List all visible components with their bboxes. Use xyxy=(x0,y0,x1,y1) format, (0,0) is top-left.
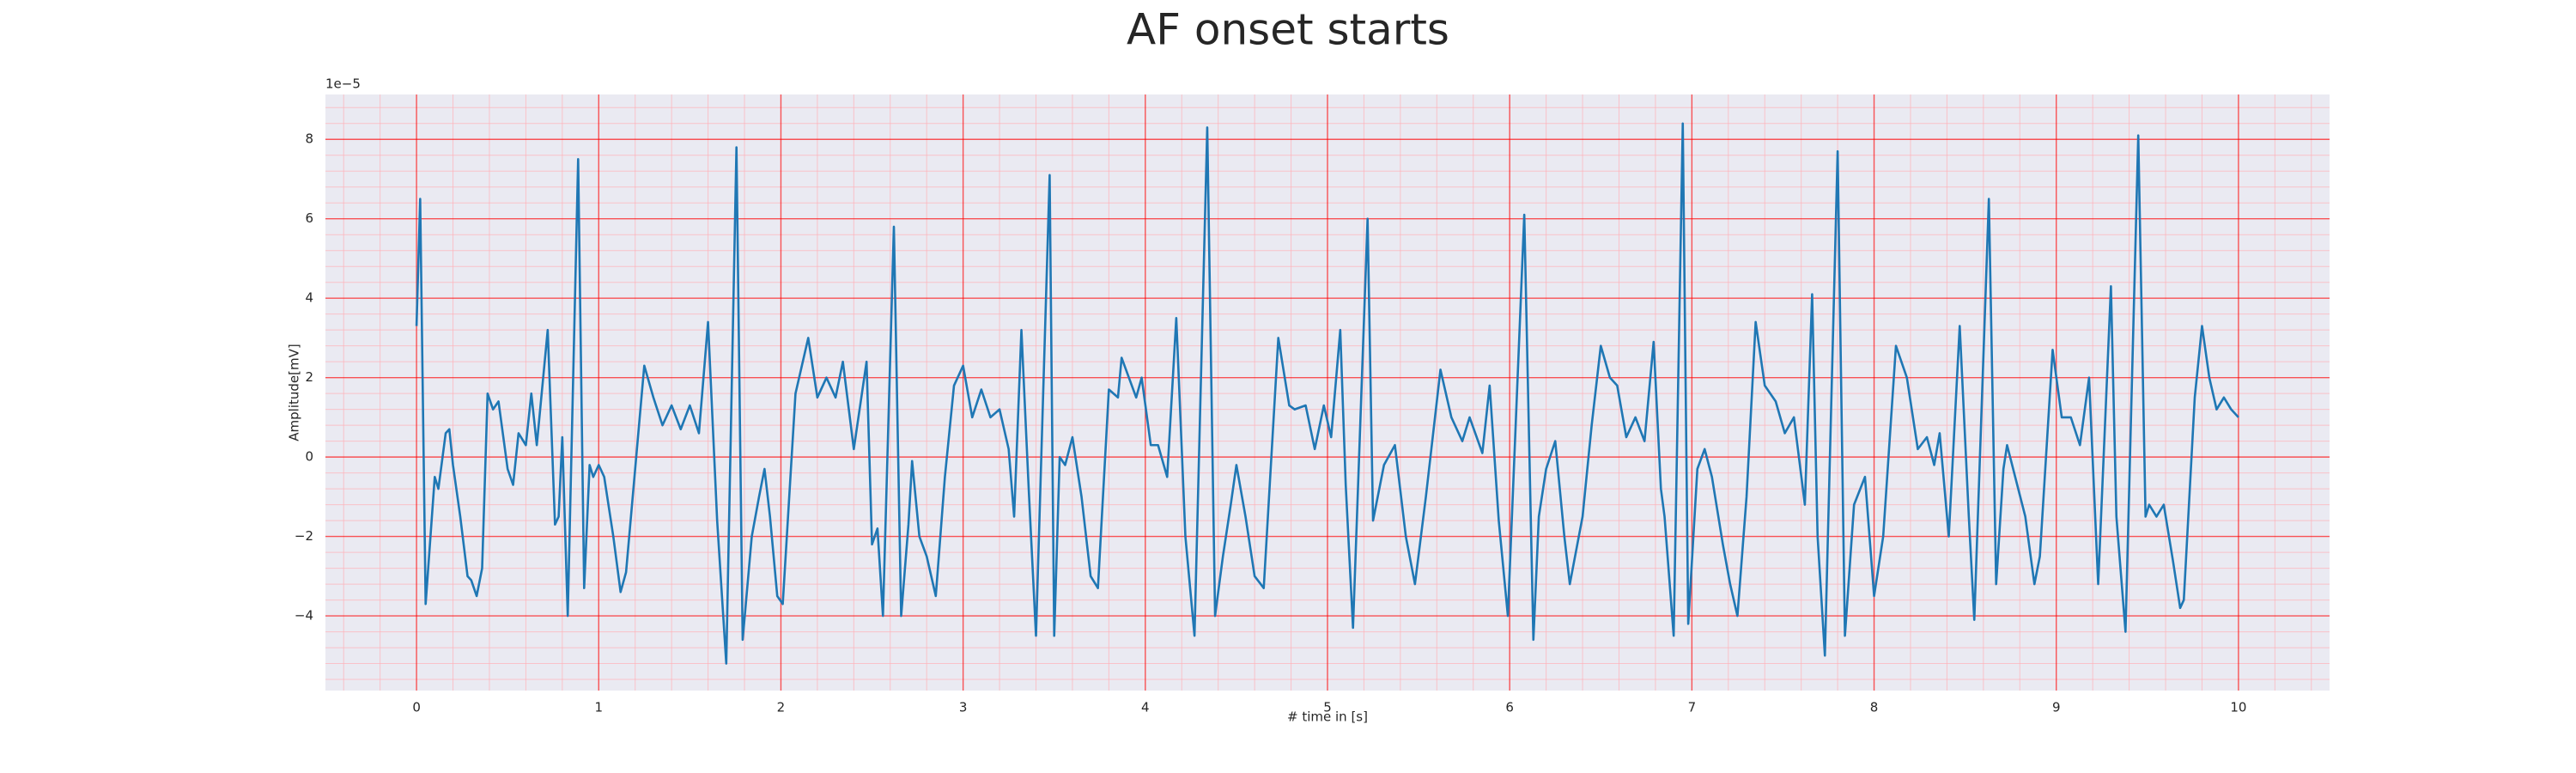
signal-line xyxy=(415,122,2239,665)
y-tick-label: 6 xyxy=(305,210,313,226)
x-tick-label: 8 xyxy=(1870,700,1879,715)
y-tick-label: −4 xyxy=(295,608,313,624)
x-tick-label: 6 xyxy=(1505,700,1514,715)
x-tick-label: 4 xyxy=(1141,700,1150,715)
y-tick-label: 8 xyxy=(305,131,313,147)
y-tick-label: 4 xyxy=(305,290,313,306)
y-tick-label: −2 xyxy=(295,528,313,544)
x-tick-label: 1 xyxy=(594,700,603,715)
x-tick-label: 9 xyxy=(2052,700,2061,715)
x-tick-label: 10 xyxy=(2230,700,2246,715)
x-tick-label: 2 xyxy=(777,700,786,715)
x-axis-label: # time in [s] xyxy=(1287,709,1368,725)
x-tick-label: 5 xyxy=(1323,700,1332,715)
x-tick-label: 3 xyxy=(959,700,968,715)
y-tick-label: 0 xyxy=(305,449,313,465)
x-tick-label: 7 xyxy=(1688,700,1697,715)
offset-label: 1e−5 xyxy=(325,76,361,92)
y-tick-label: 2 xyxy=(305,369,313,385)
x-tick-label: 0 xyxy=(412,700,421,715)
chart-title: AF onset starts xyxy=(1127,5,1449,55)
y-axis-label: Amplitude[mV] xyxy=(287,344,302,441)
